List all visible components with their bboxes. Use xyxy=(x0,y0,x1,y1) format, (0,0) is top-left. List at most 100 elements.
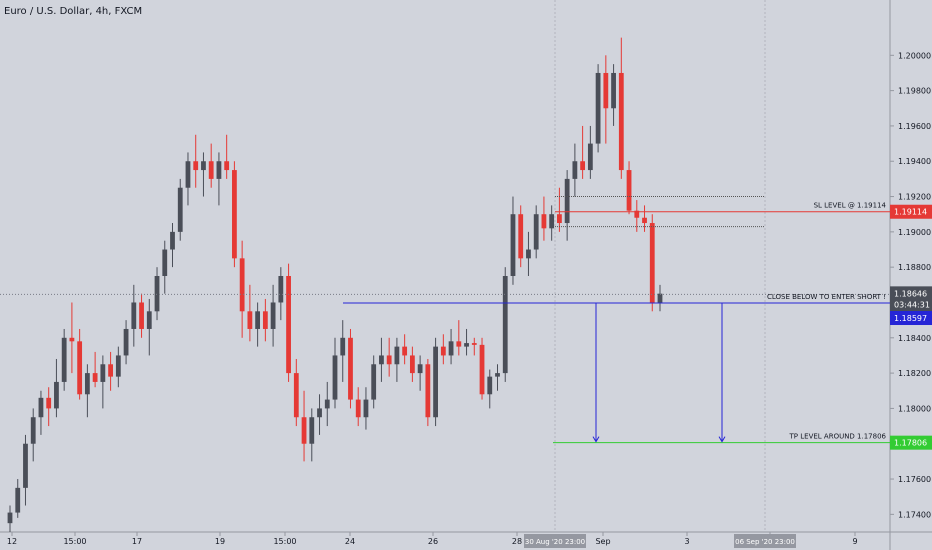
candle-body xyxy=(170,231,175,250)
candle-body xyxy=(46,397,52,409)
candle-body xyxy=(232,170,237,259)
entry-price-text: 1.18597 xyxy=(894,314,927,323)
crosshair-date-tag xyxy=(524,534,586,548)
candle-body xyxy=(348,337,353,400)
candle-body xyxy=(278,276,284,303)
candle-body xyxy=(177,187,183,232)
candle-body xyxy=(301,417,307,444)
candle-body xyxy=(293,373,299,418)
tp-price-text: 1.17806 xyxy=(894,439,927,448)
sl-level-label: SL LEVEL @ 1.19114 xyxy=(814,202,887,210)
candle-body xyxy=(618,72,624,171)
candle-body xyxy=(23,443,28,488)
y-tick-label: 1.19000 xyxy=(898,228,931,237)
candle-body xyxy=(324,399,330,409)
y-tick-label: 1.18200 xyxy=(898,369,931,378)
x-tick-label: 15:00 xyxy=(63,537,86,546)
x-tick-label: 15:00 xyxy=(273,537,296,546)
candle-body xyxy=(131,302,137,329)
candle-body xyxy=(464,343,469,347)
y-tick-label: 1.17600 xyxy=(898,475,931,484)
x-tick-label: 9 xyxy=(852,537,857,546)
candle-body xyxy=(108,364,113,377)
candle-body xyxy=(309,417,315,444)
candle-body xyxy=(262,311,268,329)
candle-body xyxy=(216,161,222,179)
x-tick-label: 19 xyxy=(215,537,225,546)
candle-body xyxy=(456,341,462,347)
y-tick-label: 1.19600 xyxy=(898,122,931,131)
candle-body xyxy=(634,210,640,218)
candle-body xyxy=(332,355,338,400)
x-tick-label: 17 xyxy=(132,537,142,546)
crosshair-date-text: 30 Aug '20 23:00 xyxy=(525,538,585,546)
candle-body xyxy=(587,143,593,171)
candle-body xyxy=(409,355,415,374)
tp-price-tag xyxy=(890,435,932,450)
entry-level-label: CLOSE BELOW TO ENTER SHORT ! xyxy=(767,293,886,301)
candle-body xyxy=(502,276,508,374)
candle-body xyxy=(185,161,191,188)
candle-body xyxy=(7,512,13,524)
crosshair-date-tag-2 xyxy=(734,534,796,548)
tp-arrowhead xyxy=(718,436,726,443)
candle-body xyxy=(394,346,400,365)
candle-body xyxy=(580,161,586,171)
candle-body xyxy=(386,355,392,365)
candle-body xyxy=(471,343,477,345)
candle-body xyxy=(603,72,609,109)
candle-body xyxy=(657,293,663,303)
candle-body xyxy=(61,337,67,382)
candle-body xyxy=(533,214,539,250)
x-tick-label: Sep xyxy=(595,537,610,546)
candle-body xyxy=(510,214,516,276)
candle-body xyxy=(201,161,206,171)
candle-body xyxy=(518,214,524,259)
candle-body xyxy=(139,302,144,329)
y-tick-label: 1.19400 xyxy=(898,157,931,166)
candle-body xyxy=(270,302,276,329)
candle-body xyxy=(572,161,578,179)
candle-body xyxy=(77,341,83,395)
candle-body xyxy=(649,223,655,303)
x-tick-label: 24 xyxy=(345,537,355,546)
y-tick-label: 1.17400 xyxy=(898,510,931,519)
candle-body xyxy=(549,214,555,229)
candle-body xyxy=(115,355,121,377)
candle-body xyxy=(448,341,454,356)
candle-body xyxy=(371,364,377,400)
candle-body xyxy=(564,178,570,224)
candle-body xyxy=(487,376,493,395)
candle-body xyxy=(417,364,423,374)
countdown-text: 03:44:31 xyxy=(894,300,930,309)
entry-price-tag xyxy=(890,311,932,326)
candle-body xyxy=(193,161,199,171)
x-tick-label: 12 xyxy=(7,537,17,546)
candle-body xyxy=(479,344,485,395)
y-tick-label: 1.18800 xyxy=(898,263,931,272)
candle-body xyxy=(595,72,601,144)
current-price-text: 1.18646 xyxy=(894,289,927,298)
candle-body xyxy=(363,399,369,418)
chart-title: Euro / U.S. Dollar, 4h, FXCM xyxy=(4,6,143,17)
candle-body xyxy=(611,72,616,109)
candle-body xyxy=(526,249,531,259)
candle-body xyxy=(379,355,384,365)
candle-body xyxy=(433,346,438,418)
candle-body xyxy=(208,161,214,179)
candle-body xyxy=(162,249,168,276)
candle-body xyxy=(123,328,129,356)
candle-body xyxy=(92,373,98,382)
candle-body xyxy=(15,487,21,513)
candle-body xyxy=(286,276,291,374)
crosshair-date-text-2: 06 Sep '20 23:00 xyxy=(735,538,795,546)
x-tick-label: 26 xyxy=(428,537,438,546)
candle-body xyxy=(440,346,446,356)
y-tick-label: 1.20000 xyxy=(898,51,931,60)
candle-body xyxy=(54,381,59,409)
current-price-tag xyxy=(890,286,932,313)
sl-price-tag xyxy=(890,204,932,219)
candle-body xyxy=(541,214,547,229)
